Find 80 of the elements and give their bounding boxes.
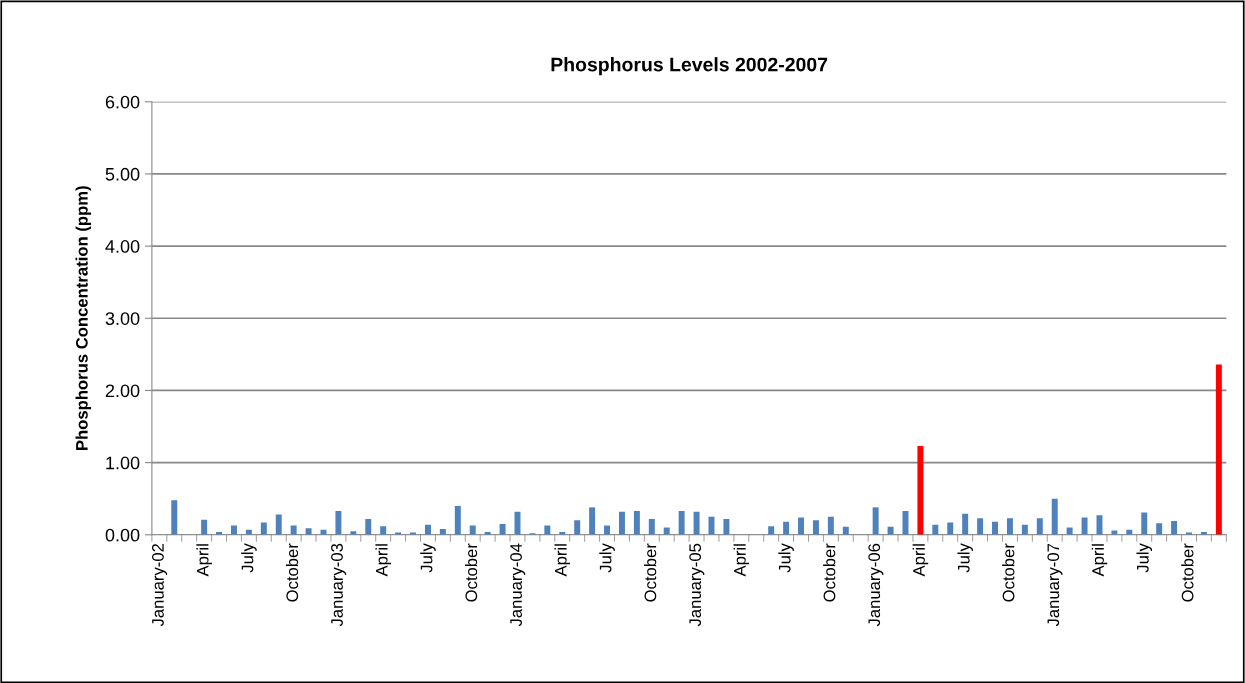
- bar: [1021, 524, 1028, 535]
- y-tick-label: 1.00: [106, 456, 140, 470]
- bar: [768, 526, 775, 535]
- x-tick-label: April: [375, 544, 391, 577]
- bar: [648, 518, 655, 535]
- x-tick-label: April: [554, 544, 571, 577]
- x-tick-label: January-05: [689, 543, 705, 627]
- bar: [1081, 517, 1088, 535]
- bar: [618, 511, 625, 535]
- bar: [872, 507, 879, 535]
- bar: [633, 510, 640, 535]
- y-tick-label: 2.00: [105, 384, 140, 398]
- y-tick-label: 5.00: [105, 167, 140, 181]
- bar: [962, 513, 969, 535]
- bar: [574, 520, 581, 535]
- x-tick-label: July: [599, 543, 615, 573]
- bar: [1215, 364, 1222, 535]
- x-tick-label: April: [196, 544, 212, 577]
- bar: [723, 518, 730, 535]
- bar: [454, 505, 461, 535]
- x-tick-label: July: [957, 543, 973, 573]
- bar: [230, 525, 237, 535]
- x-tick-label: July: [1136, 543, 1153, 573]
- x-tick-label: October: [1181, 543, 1194, 602]
- bar: [380, 526, 387, 535]
- bar: [201, 519, 208, 535]
- bar: [1036, 518, 1043, 535]
- x-tick-label: April: [1091, 544, 1108, 577]
- bar: [275, 514, 282, 535]
- bar: [827, 516, 834, 535]
- y-tick-label: 0.00: [105, 528, 140, 542]
- x-tick-label: January-02: [152, 543, 168, 627]
- bar: [693, 511, 700, 535]
- y-axis-title: Phosphorus Concentration (ppm): [75, 186, 92, 451]
- bar: [1051, 498, 1058, 535]
- bar: [469, 525, 476, 535]
- bar: [992, 521, 999, 535]
- bar: [544, 525, 551, 535]
- bar: [798, 517, 805, 535]
- x-tick-label: October: [644, 543, 657, 602]
- bar: [604, 525, 611, 535]
- bar: [783, 521, 790, 535]
- x-tick-label: October: [1002, 543, 1015, 602]
- bar: [1111, 530, 1118, 535]
- y-tick-label: 6.00: [105, 95, 140, 109]
- bar: [932, 524, 939, 535]
- y-tick-label: 3.00: [105, 312, 140, 325]
- x-tick-label: January-03: [331, 543, 347, 627]
- bar: [365, 518, 372, 535]
- bar: [678, 510, 685, 535]
- x-tick-label: January-06: [868, 543, 884, 627]
- bar: [424, 524, 431, 535]
- x-tick-label: July: [778, 543, 794, 573]
- bar: [499, 523, 506, 535]
- bar: [305, 528, 312, 535]
- chart-title: Phosphorus Levels 2002-2007: [551, 57, 828, 76]
- bar: [1006, 518, 1013, 535]
- bar: [260, 522, 267, 535]
- bar: [1096, 515, 1103, 535]
- x-tick-label: April: [912, 544, 929, 577]
- bar: [812, 520, 819, 535]
- x-tick-label: April: [733, 544, 750, 577]
- y-tick-label: 4.00: [105, 240, 140, 253]
- bar: [977, 518, 984, 535]
- x-tick-label: July: [420, 543, 436, 573]
- x-tick-label: October: [285, 543, 299, 602]
- bar: [917, 446, 924, 535]
- bar: [589, 507, 596, 535]
- x-tick-label: January-04: [510, 543, 526, 627]
- x-tick-label: January-07: [1047, 543, 1063, 627]
- x-tick-label: October: [823, 543, 836, 602]
- bar: [1156, 523, 1163, 535]
- bar: [1171, 521, 1178, 535]
- x-tick-label: July: [241, 543, 257, 573]
- bar: [1141, 512, 1148, 535]
- x-tick-label: October: [464, 543, 478, 602]
- bar: [335, 510, 342, 535]
- bar: [947, 522, 954, 535]
- bar: [171, 500, 178, 535]
- bar: [290, 525, 297, 535]
